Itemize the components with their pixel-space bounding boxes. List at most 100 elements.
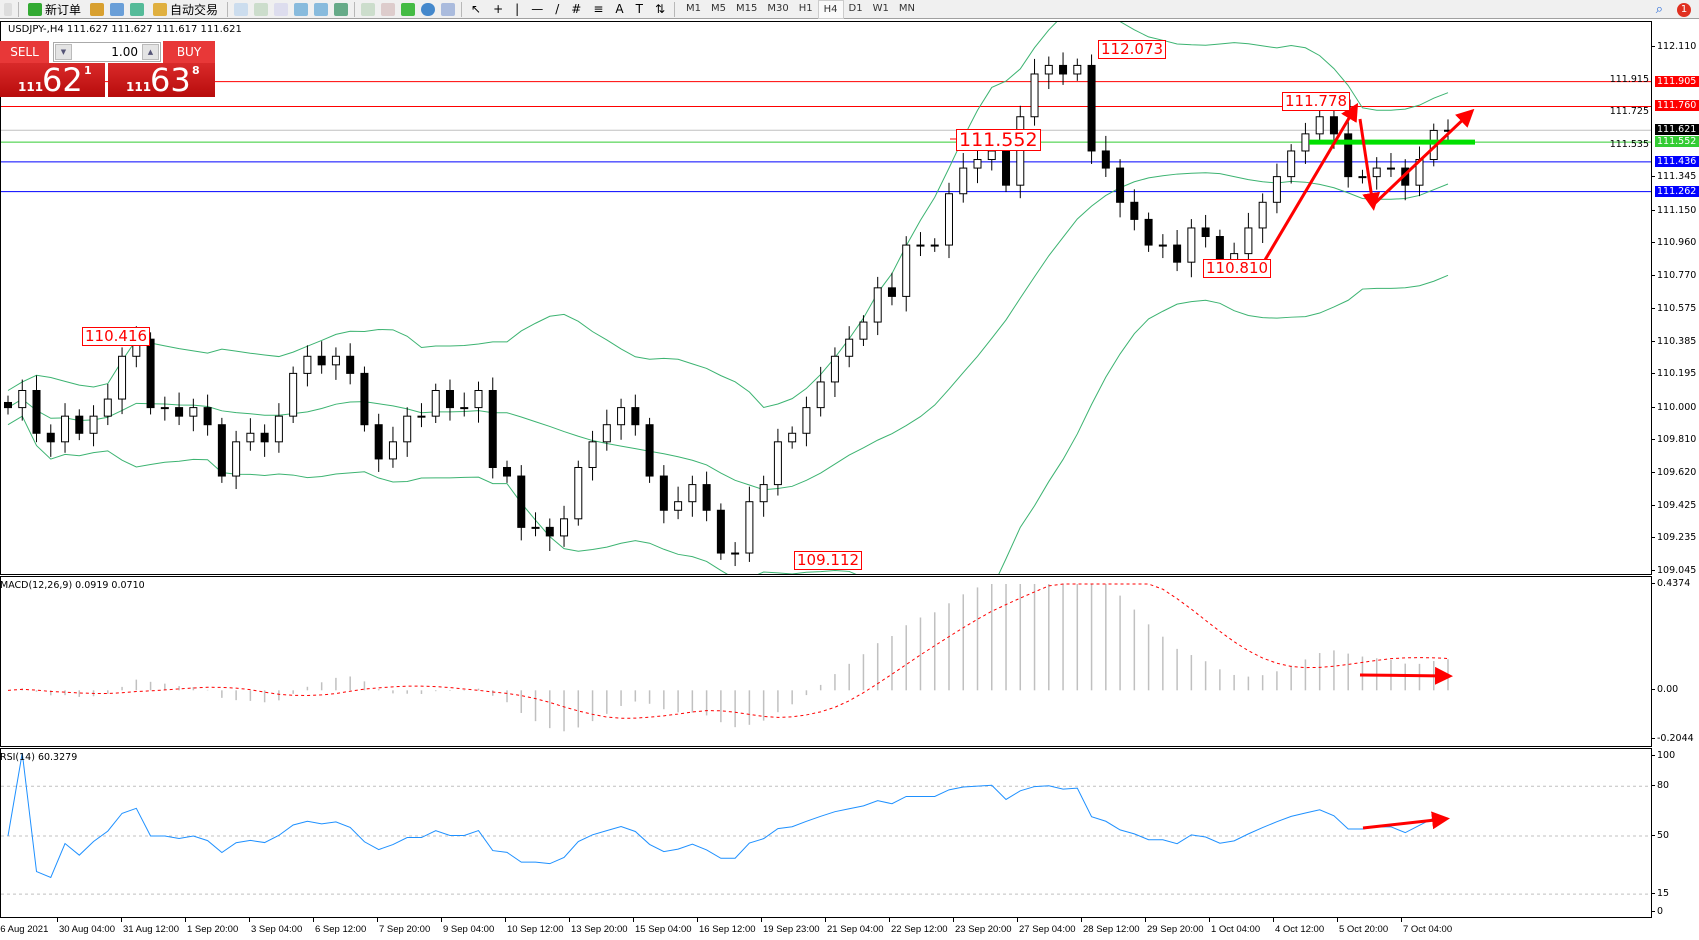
time-tick — [441, 918, 442, 922]
buy-button[interactable]: BUY — [163, 41, 215, 63]
timeframe-w1[interactable]: W1 — [872, 2, 889, 14]
bear-candle — [517, 475, 526, 528]
price-tick-label: 109.810 — [1651, 434, 1697, 446]
bull-candle — [103, 398, 112, 417]
lot-size-value: 1.00 — [111, 45, 138, 59]
price-tick-label: 110.000 — [1651, 401, 1697, 413]
line-chart-icon[interactable] — [274, 2, 289, 16]
auto-trading-label: 自动交易 — [170, 2, 219, 17]
sell-price-pips: 62 — [42, 61, 83, 99]
time-label: 7 Sep 20:00 — [379, 924, 431, 935]
rsi-tick-label: 80 — [1651, 780, 1670, 792]
time-label: 27 Sep 04:00 — [1019, 924, 1076, 935]
annotation-left-high[interactable]: 110.416 — [82, 327, 151, 346]
notification-badge[interactable]: 1 — [1677, 2, 1691, 17]
bull-candle — [1073, 64, 1082, 75]
bull-candle — [916, 244, 925, 247]
timeframe-d1[interactable]: D1 — [848, 2, 863, 14]
annotation-swing-low[interactable]: 110.810 — [1203, 259, 1272, 278]
buy-price-fraction: 8 — [192, 64, 200, 77]
bull-candle — [403, 415, 412, 443]
bear-candle — [360, 372, 369, 426]
timeframe-m1[interactable]: M1 — [686, 2, 701, 14]
crosshair-icon[interactable]: + — [493, 2, 504, 16]
bear-candle — [887, 287, 896, 297]
time-tick — [57, 918, 58, 922]
lot-decrease-button[interactable]: ▼ — [55, 44, 72, 60]
arrows-icon[interactable]: ⇅ — [654, 2, 665, 16]
indicators-icon[interactable] — [401, 2, 416, 16]
price-tick-label: 110.385 — [1651, 335, 1697, 347]
bull-candle — [560, 518, 569, 537]
vertical-line-icon[interactable]: | — [515, 2, 520, 16]
search-icon[interactable]: ⌕ — [1655, 2, 1663, 17]
time-tick — [505, 918, 506, 922]
time-label: 6 Sep 12:00 — [315, 924, 367, 935]
time-tick — [313, 918, 314, 922]
cursor-icon[interactable]: ↖ — [471, 2, 482, 16]
time-label: 31 Aug 12:00 — [123, 924, 179, 935]
bear-candle — [1059, 64, 1068, 75]
annotation-high[interactable]: 112.073 — [1098, 40, 1167, 59]
buy-price[interactable]: 111 63 8 — [108, 61, 215, 99]
auto-scroll-icon[interactable] — [361, 2, 376, 16]
periods-icon[interactable] — [421, 2, 436, 16]
separator — [674, 1, 675, 17]
candlestick-icon[interactable] — [254, 2, 269, 16]
separator — [18, 1, 19, 17]
bull-candle — [788, 432, 797, 443]
bull-candle — [1358, 176, 1367, 179]
horizontal-line-icon[interactable]: — — [531, 2, 544, 16]
tile-windows-icon[interactable] — [334, 2, 349, 16]
bull-candle — [474, 389, 483, 409]
text-label-icon[interactable]: T — [635, 2, 643, 16]
timeframe-h1[interactable]: H1 — [798, 2, 813, 14]
rsi-tick-label: 15 — [1651, 888, 1670, 900]
navigator-icon[interactable] — [110, 2, 125, 16]
timeframe-mn[interactable]: MN — [898, 2, 915, 14]
time-label: 21 Sep 04:00 — [827, 924, 884, 935]
annotation-swing-high[interactable]: 111.778 — [1282, 92, 1351, 111]
timeframe-m15[interactable]: M15 — [736, 2, 758, 14]
fibonacci-icon[interactable]: ≡ — [593, 2, 604, 16]
lot-size-input[interactable]: ▼ 1.00 ▲ — [53, 42, 161, 62]
separator — [461, 1, 463, 17]
bull-candle — [1372, 167, 1381, 178]
templates-icon[interactable] — [441, 2, 456, 16]
annotation-support[interactable]: 111.552 — [956, 129, 1041, 151]
search-icon[interactable] — [4, 2, 12, 16]
trendline-icon[interactable]: / — [555, 2, 560, 16]
time-label: 23 Sep 20:00 — [955, 924, 1012, 935]
price-tick-label: 109.045 — [1651, 565, 1697, 576]
timeframe-h4[interactable]: H4 — [817, 0, 844, 19]
time-label: 28 Sep 12:00 — [1083, 924, 1140, 935]
chart-shift-icon[interactable] — [381, 2, 396, 16]
price-chart-panel[interactable] — [0, 21, 1652, 575]
zoom-in-icon[interactable] — [294, 2, 309, 16]
bear-candle — [46, 432, 55, 443]
price-tick-label: 109.425 — [1651, 499, 1697, 511]
market-watch-icon[interactable] — [90, 2, 105, 16]
text-icon[interactable]: A — [615, 2, 624, 16]
time-label: 15 Sep 04:00 — [635, 924, 692, 935]
bear-candle — [1173, 244, 1182, 263]
sell-price[interactable]: 111 62 1 — [0, 61, 105, 99]
time-label: 7 Oct 04:00 — [1403, 924, 1453, 935]
new-order-button[interactable]: 新订单 — [25, 1, 84, 18]
channel-icon[interactable]: # — [571, 2, 582, 16]
bar-chart-icon[interactable] — [234, 2, 249, 16]
bear-candle — [659, 475, 668, 511]
macd-title: MACD(12,26,9) 0.0919 0.0710 — [0, 580, 145, 591]
rsi-panel[interactable] — [0, 748, 1652, 918]
timeframe-m5[interactable]: M5 — [711, 2, 726, 14]
timeframe-m30[interactable]: M30 — [767, 2, 789, 14]
time-label: 30 Aug 04:00 — [59, 924, 115, 935]
annotation-low[interactable]: 109.112 — [794, 551, 863, 570]
bear-candle — [75, 415, 84, 434]
sell-button[interactable]: SELL — [0, 41, 49, 63]
signals-icon[interactable] — [130, 2, 145, 16]
auto-trading-button[interactable]: 自动交易 — [150, 1, 221, 18]
lot-increase-button[interactable]: ▲ — [142, 44, 159, 60]
zoom-out-icon[interactable] — [314, 2, 329, 16]
price-tick-label: 111.725 — [1609, 106, 1649, 118]
